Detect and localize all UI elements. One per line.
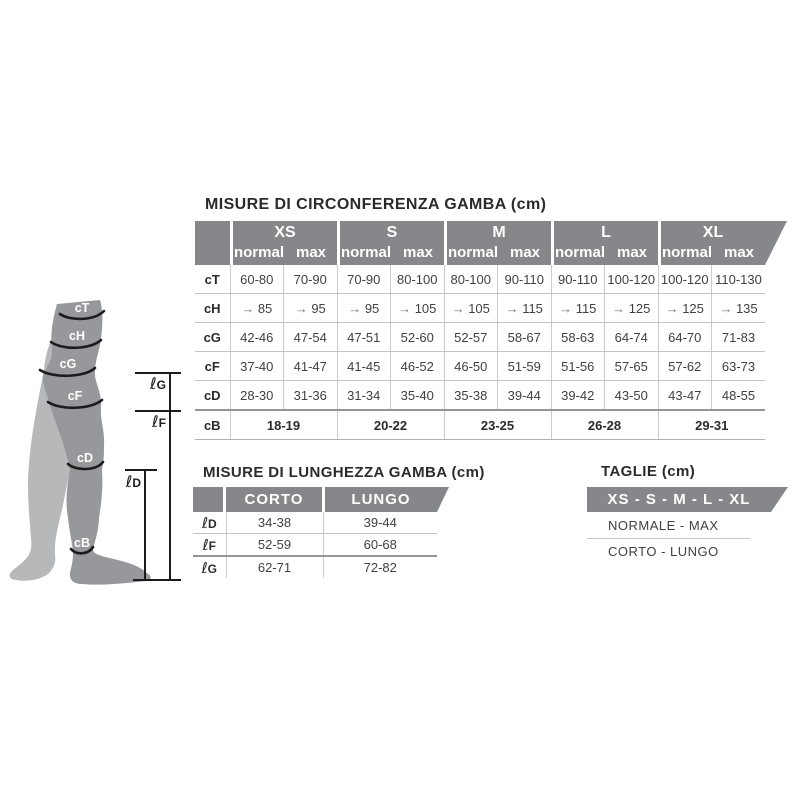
length-table-title: MISURE DI LUNGHEZZA GAMBA (cm)	[203, 464, 485, 481]
band-label-ch: cH	[69, 329, 85, 343]
circ-header-corner	[195, 221, 230, 265]
band-label-cg: cG	[60, 357, 77, 371]
sizes-panel-title: TAGLIE (cm)	[601, 463, 696, 480]
circumference-table: cT 60-80 70-90 70-90 80-100 80-100 90-110 90-11…	[195, 265, 765, 440]
length-table: ℓD 34-38 39-44 ℓF 52-59 60-68 ℓG 62-71 72-82	[193, 512, 437, 578]
band-label-cd: cD	[77, 451, 93, 465]
band-cb	[69, 545, 95, 555]
leg-illustration: cT cH cG cF cD cB ℓG ℓF ℓD	[9, 300, 181, 585]
sizes-banner: XS - S - M - L - XL	[587, 487, 788, 512]
length-table-header: CORTO LUNGO	[193, 487, 449, 512]
circ-row-cG: cG 42-46 47-54 47-51 52-60 52-57 58-67 58-63 64-…	[195, 322, 765, 352]
sizes-banner-text: XS - S - M - L - XL	[607, 491, 751, 508]
length-label-lg: ℓG	[149, 374, 166, 393]
circ-row-cT: cT 60-80 70-90 70-90 80-100 80-100 90-110 90-11…	[195, 265, 765, 294]
length-label-lf: ℓF	[151, 412, 166, 431]
sizes-variant-normale-max: NORMALE - MAX	[608, 518, 719, 533]
band-label-ct: cT	[75, 301, 90, 315]
band-label-cf: cF	[68, 389, 83, 403]
circumference-table-title: MISURE DI CIRCONFERENZA GAMBA (cm)	[205, 196, 547, 213]
band-cg	[38, 366, 97, 378]
length-header-lungo: LUNGO	[325, 487, 449, 512]
sizes-variant-corto-lungo: CORTO - LUNGO	[608, 544, 719, 559]
length-row-f: ℓF 52-59 60-68	[193, 533, 437, 557]
band-ch	[49, 338, 103, 350]
length-header-corto: CORTO	[226, 487, 322, 512]
band-cf	[46, 398, 104, 410]
circ-row-cD: cD 28-30 31-36 31-34 35-40 35-38 39-44 39-42 43-…	[195, 380, 765, 411]
length-header-corner	[193, 487, 223, 512]
circ-row-cH: cH → 85 → 95 → 95 → 105 → 105 → 115 → 115 → 125 →…	[195, 293, 765, 323]
band-label-cb: cB	[74, 536, 90, 550]
leg-front-silhouette	[42, 300, 151, 585]
band-cd	[66, 460, 105, 471]
size-header-xs: XS normal max	[233, 221, 337, 265]
size-header-xl: XL normal max	[661, 221, 787, 265]
circ-table-body: cT 60-80 70-90 70-90 80-100 80-100 90-110 90-11…	[195, 265, 765, 440]
length-row-g: ℓG 62-71 72-82	[193, 556, 437, 578]
length-label-ld: ℓD	[125, 472, 142, 491]
length-table-body: ℓD 34-38 39-44 ℓF 52-59 60-68 ℓG 62-71 72-82	[193, 512, 437, 578]
circ-row-cB: cB 18-19 20-22 23-25 26-28 29-31	[195, 409, 765, 440]
band-ct	[58, 309, 106, 321]
length-row-d: ℓD 34-38 39-44	[193, 512, 437, 534]
sizes-divider	[587, 538, 750, 539]
circ-row-cF: cF 37-40 41-47 41-45 46-52 46-50 51-59 51-56 57-…	[195, 351, 765, 381]
